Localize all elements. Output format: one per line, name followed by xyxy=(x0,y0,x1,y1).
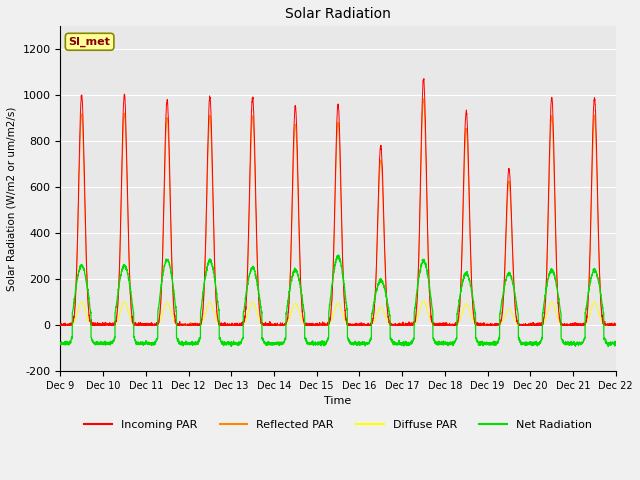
Text: SI_met: SI_met xyxy=(68,36,111,47)
X-axis label: Time: Time xyxy=(324,396,351,407)
Legend: Incoming PAR, Reflected PAR, Diffuse PAR, Net Radiation: Incoming PAR, Reflected PAR, Diffuse PAR… xyxy=(80,416,596,434)
Y-axis label: Solar Radiation (W/m2 or um/m2/s): Solar Radiation (W/m2 or um/m2/s) xyxy=(7,107,17,291)
Title: Solar Radiation: Solar Radiation xyxy=(285,7,391,21)
